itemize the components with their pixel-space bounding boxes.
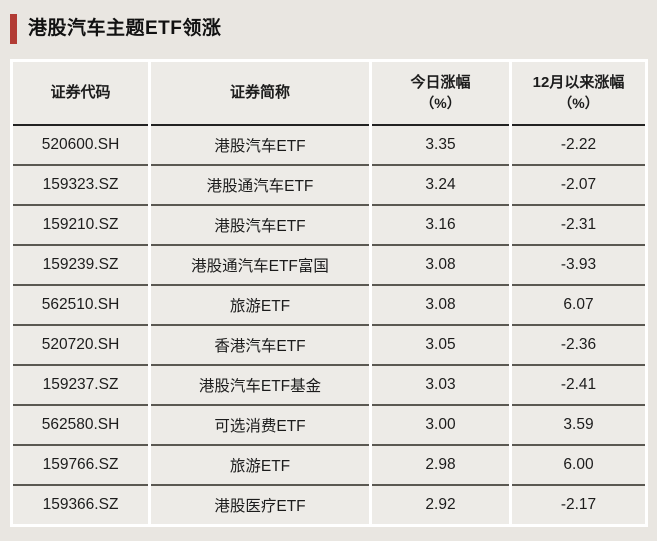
cell-today-change: 3.08 (372, 246, 509, 286)
page-title: 港股汽车主题ETF领涨 (28, 18, 222, 39)
title-block: 港股汽车主题ETF领涨 (0, 0, 657, 45)
cell-code: 159210.SZ (13, 206, 148, 246)
cell-name: 旅游ETF (151, 446, 369, 486)
table-row: 159237.SZ 港股汽车ETF基金 3.03 -2.41 (13, 366, 645, 406)
cell-name: 港股通汽车ETF富国 (151, 246, 369, 286)
table-row: 562580.SH 可选消费ETF 3.00 3.59 (13, 406, 645, 446)
cell-code: 159366.SZ (13, 486, 148, 524)
table-row: 520600.SH 港股汽车ETF 3.35 -2.22 (13, 126, 645, 166)
etf-table-body: 520600.SH 港股汽车ETF 3.35 -2.22 159323.SZ 港… (13, 126, 645, 524)
cell-name: 旅游ETF (151, 286, 369, 326)
cell-code: 520720.SH (13, 326, 148, 366)
col-header-name-label: 证券简称 (229, 83, 290, 101)
cell-code: 159323.SZ (13, 166, 148, 206)
etf-table-header: 证券代码 证券简称 今日涨幅 （%） 12月以来涨幅 （%） (13, 62, 645, 126)
cell-since-dec-change: -3.93 (512, 246, 645, 286)
table-row: 159210.SZ 港股汽车ETF 3.16 -2.31 (13, 206, 645, 246)
cell-today-change: 3.08 (372, 286, 509, 326)
table-row: 159366.SZ 港股医疗ETF 2.92 -2.17 (13, 486, 645, 524)
etf-table: 证券代码 证券简称 今日涨幅 （%） 12月以来涨幅 （%） 520600.SH (10, 62, 648, 524)
cell-name: 港股汽车ETF (151, 126, 369, 166)
cell-name: 港股汽车ETF (151, 206, 369, 246)
cell-name: 港股汽车ETF基金 (151, 366, 369, 406)
cell-since-dec-change: -2.41 (512, 366, 645, 406)
table-row: 159323.SZ 港股通汽车ETF 3.24 -2.07 (13, 166, 645, 206)
col-header-since-dec-change-unit: （%） (558, 94, 599, 111)
cell-since-dec-change: -2.31 (512, 206, 645, 246)
col-header-code: 证券代码 (13, 62, 148, 126)
cell-since-dec-change: -2.07 (512, 166, 645, 206)
cell-since-dec-change: -2.17 (512, 486, 645, 524)
cell-today-change: 3.16 (372, 206, 509, 246)
cell-since-dec-change: 6.00 (512, 446, 645, 486)
cell-code: 159237.SZ (13, 366, 148, 406)
cell-code: 159239.SZ (13, 246, 148, 286)
cell-code: 159766.SZ (13, 446, 148, 486)
col-header-name: 证券简称 (151, 62, 369, 126)
cell-today-change: 2.92 (372, 486, 509, 524)
cell-since-dec-change: -2.36 (512, 326, 645, 366)
cell-since-dec-change: -2.22 (512, 126, 645, 166)
cell-name: 港股医疗ETF (151, 486, 369, 524)
col-header-since-dec-change: 12月以来涨幅 （%） (512, 62, 645, 126)
cell-code: 562510.SH (13, 286, 148, 326)
col-header-today-change-unit: （%） (420, 94, 461, 111)
cell-today-change: 2.98 (372, 446, 509, 486)
cell-today-change: 3.35 (372, 126, 509, 166)
table-row: 159239.SZ 港股通汽车ETF富国 3.08 -3.93 (13, 246, 645, 286)
etf-table-container: 证券代码 证券简称 今日涨幅 （%） 12月以来涨幅 （%） 520600.SH (10, 59, 648, 527)
cell-today-change: 3.05 (372, 326, 509, 366)
cell-since-dec-change: 6.07 (512, 286, 645, 326)
cell-today-change: 3.24 (372, 166, 509, 206)
cell-today-change: 3.03 (372, 366, 509, 406)
cell-since-dec-change: 3.59 (512, 406, 645, 446)
cell-today-change: 3.00 (372, 406, 509, 446)
col-header-code-label: 证券代码 (50, 83, 111, 101)
cell-name: 香港汽车ETF (151, 326, 369, 366)
table-row: 159766.SZ 旅游ETF 2.98 6.00 (13, 446, 645, 486)
cell-code: 520600.SH (13, 126, 148, 166)
col-header-today-change-label: 今日涨幅 (410, 74, 471, 92)
col-header-today-change: 今日涨幅 （%） (372, 62, 509, 126)
table-row: 562510.SH 旅游ETF 3.08 6.07 (13, 286, 645, 326)
table-row: 520720.SH 香港汽车ETF 3.05 -2.36 (13, 326, 645, 366)
cell-name: 可选消费ETF (151, 406, 369, 446)
header-row: 证券代码 证券简称 今日涨幅 （%） 12月以来涨幅 （%） (13, 62, 645, 126)
cell-name: 港股通汽车ETF (151, 166, 369, 206)
col-header-since-dec-change-label: 12月以来涨幅 (532, 74, 625, 92)
title-accent-bar (10, 14, 17, 44)
cell-code: 562580.SH (13, 406, 148, 446)
